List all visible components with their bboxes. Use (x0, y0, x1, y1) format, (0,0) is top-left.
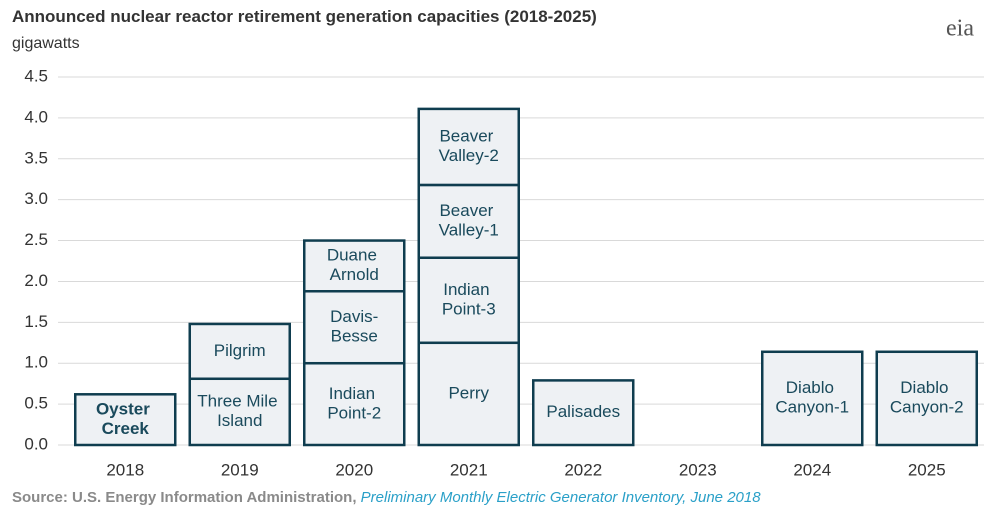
segment-label: Beaver Valley-1 (439, 201, 499, 240)
bar-segment (303, 239, 406, 293)
segment-label: Davis-Besse (330, 307, 378, 346)
source-link: Preliminary Monthly Electric Generator I… (361, 489, 762, 506)
segment-label: Beaver Valley-2 (439, 127, 499, 166)
bar-segment (761, 350, 864, 447)
bar-segment (417, 183, 520, 259)
bar-segment (74, 393, 177, 447)
x-tick-label: 2018 (106, 460, 144, 479)
bar-segment (303, 290, 406, 365)
y-tick-label: 3.5 (24, 148, 48, 167)
y-tick-label: 4.5 (24, 66, 48, 85)
source-text: Source: U.S. Energy Information Administ… (12, 489, 361, 506)
y-tick-label: 4.0 (24, 107, 48, 126)
y-tick-label: 1.5 (24, 312, 48, 331)
x-tick-label: 2020 (335, 460, 373, 479)
segment-label: Duane Arnold (327, 246, 382, 285)
segment-label: Indian Point-2 (327, 384, 381, 423)
x-tick-label: 2023 (679, 460, 717, 479)
bar-segment (417, 256, 520, 345)
segment-label: Palisades (546, 402, 620, 421)
y-tick-label: 2.0 (24, 271, 48, 290)
source: Source: U.S. Energy Information Administ… (12, 489, 761, 506)
bar-segment (875, 350, 978, 447)
segment-label: Pilgrim (214, 341, 266, 360)
y-tick-label: 2.5 (24, 230, 48, 249)
chart-subtitle: gigawatts (12, 35, 80, 52)
bar-segment (532, 379, 635, 447)
x-tick-label: 2021 (450, 460, 488, 479)
logo: eia (946, 16, 974, 42)
segment-label: Diablo Canyon-2 (890, 379, 964, 418)
y-tick-label: 0.0 (24, 434, 48, 453)
y-tick-label: 0.5 (24, 394, 48, 413)
segment-label: Perry (448, 383, 489, 402)
y-tick-label: 1.0 (24, 353, 48, 372)
segment-label: Indian Point-3 (442, 280, 496, 319)
bar-segment (417, 341, 520, 447)
x-tick-label: 2019 (221, 460, 259, 479)
x-tick-label: 2025 (908, 460, 946, 479)
segment-label: Three Mile Island (197, 392, 282, 431)
bar-segment (188, 322, 291, 381)
segment-label: Oyster Creek (96, 400, 155, 439)
segment-label: Diablo Canyon-1 (775, 379, 849, 418)
chart-title: Announced nuclear reactor retirement gen… (12, 7, 597, 26)
x-tick-label: 2024 (793, 460, 831, 479)
x-tick-label: 2022 (564, 460, 602, 479)
y-tick-label: 3.0 (24, 189, 48, 208)
bar-segment (417, 107, 520, 187)
